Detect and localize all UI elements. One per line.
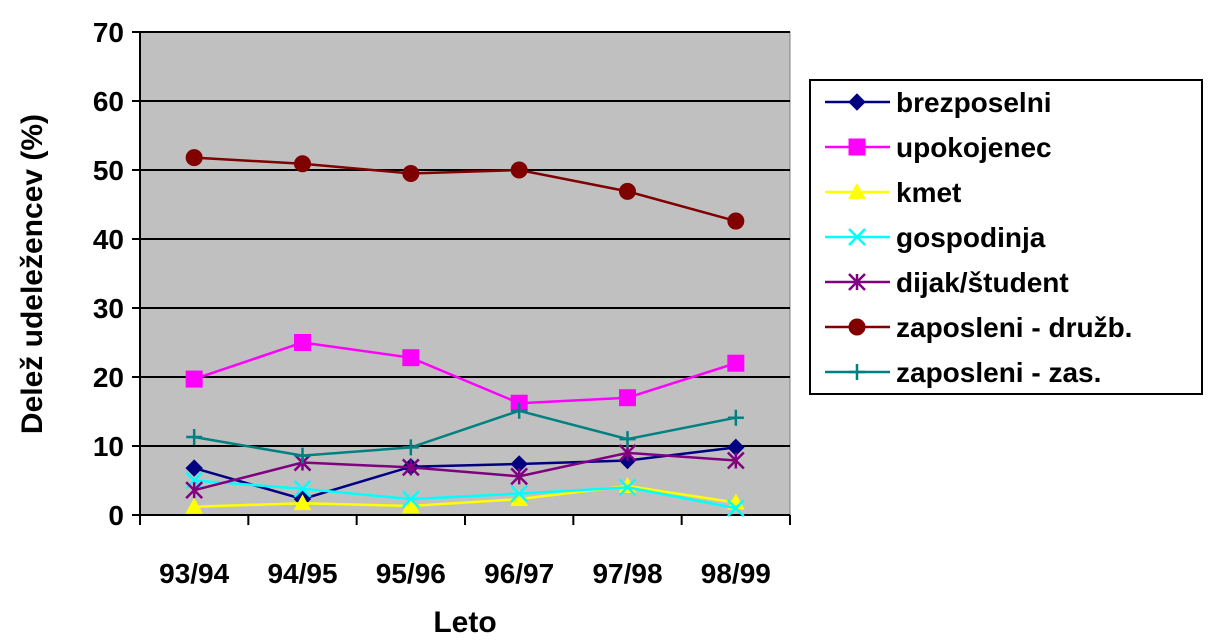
data-point-zaposleni-druzb: [294, 155, 311, 173]
legend-item-brezposelni: brezposelni: [825, 87, 1052, 118]
x-tick-label: 98/99: [701, 558, 771, 589]
y-tick-label: 70: [93, 17, 124, 48]
y-tick-label: 60: [93, 86, 124, 117]
legend-marker: [848, 182, 866, 199]
data-point-dijak-student: [726, 451, 745, 470]
legend-label: dijak/študent: [896, 267, 1069, 298]
series-group: [185, 149, 745, 517]
data-point-kmet: [185, 497, 204, 514]
legend: brezposelni upokojenec kmet gospodinja dijak…: [809, 79, 1203, 395]
series-line-zaposleni-zas: [193, 409, 737, 457]
legend-item-upokojenec: upokojenec: [825, 132, 1052, 163]
y-axis-title: Delež udeležencev (%): [16, 114, 49, 434]
legend-marker: [848, 138, 866, 156]
data-point-brezposelni: [185, 459, 203, 477]
legend-item-dijak-student: dijak/študent: [825, 267, 1069, 298]
legend-marker: [849, 364, 865, 380]
x-tick-labels: 93/94 94/95 95/96 96/97 97/98 98/99: [159, 558, 771, 589]
legend-label: zaposleni - družb.: [896, 312, 1132, 343]
data-point-zaposleni-zas: [619, 431, 636, 448]
series-line-zaposleni-druzb: [194, 156, 737, 223]
x-tick-label: 95/96: [376, 558, 446, 589]
x-tick-label: 96/97: [484, 558, 554, 589]
data-point-dijak-student: [185, 481, 204, 500]
legend-marker: [848, 93, 866, 111]
data-point-dijak-student: [618, 444, 637, 462]
data-point-zaposleni-druzb: [185, 149, 203, 167]
data-point-zaposleni-druzb: [619, 182, 636, 200]
y-tick-label: 30: [93, 293, 124, 324]
series-line-gospodinja: [194, 479, 737, 510]
legend-label: brezposelni: [896, 87, 1052, 118]
legend-label: upokojenec: [896, 132, 1052, 163]
legend-marker: [848, 318, 866, 336]
legend-marker: [848, 228, 866, 246]
legend-item-zaposleni-druzb: zaposleni - družb.: [825, 312, 1132, 343]
data-point-gospodinja: [510, 484, 529, 503]
legend-label: kmet: [896, 177, 961, 208]
data-point-gospodinja: [618, 478, 637, 497]
series-zaposleni-zas: [186, 402, 744, 464]
series-dijak-student: [185, 444, 745, 500]
data-point-upokojenec: [185, 370, 203, 388]
data-point-upokojenec: [727, 354, 745, 372]
series-line-kmet: [194, 484, 737, 508]
x-axis-title: Leto: [433, 606, 496, 639]
data-point-kmet: [401, 497, 420, 513]
data-point-gospodinja: [293, 479, 312, 498]
data-point-kmet: [293, 494, 312, 511]
series-line-brezposelni: [193, 446, 736, 501]
legend-marker: [848, 273, 866, 291]
legend-item-kmet: kmet: [825, 177, 961, 208]
data-point-zaposleni-druzb: [510, 161, 528, 179]
y-tick-label: 0: [108, 500, 124, 531]
gridlines: [140, 31, 790, 447]
legend-label: zaposleni - zas.: [896, 357, 1101, 388]
legend-item-zaposleni-zas: zaposleni - zas.: [825, 357, 1101, 388]
data-point-zaposleni-druzb: [402, 164, 420, 182]
data-point-gospodinja: [401, 490, 420, 509]
data-point-zaposleni-druzb: [727, 212, 745, 230]
data-point-zaposleni-zas: [402, 439, 419, 456]
data-point-upokojenec: [294, 334, 311, 351]
series-line-dijak-student: [193, 451, 736, 492]
legend-label: gospodinja: [896, 222, 1046, 253]
data-point-gospodinja: [726, 499, 745, 517]
x-tick-label: 97/98: [592, 558, 662, 589]
y-tick-labels: 0 10 20 30 40 50 60 70: [93, 17, 124, 531]
plot-area: [139, 31, 791, 516]
axes: [132, 31, 791, 525]
x-tick-label: 93/94: [159, 558, 229, 589]
x-tick-label: 94/95: [267, 558, 337, 589]
series-gospodinja: [185, 471, 745, 517]
data-point-upokojenec: [619, 389, 636, 407]
data-point-upokojenec: [402, 349, 420, 367]
series-zaposleni-druzb: [185, 149, 745, 230]
series-upokojenec: [185, 334, 745, 412]
data-point-dijak-student: [401, 458, 420, 477]
data-point-zaposleni-zas: [186, 429, 203, 446]
y-tick-label: 40: [93, 224, 124, 255]
data-point-zaposleni-zas: [727, 409, 744, 426]
data-point-dijak-student: [510, 467, 529, 486]
series-line-upokojenec: [193, 341, 737, 405]
y-tick-label: 50: [93, 155, 124, 186]
legend-item-gospodinja: gospodinja: [825, 222, 1046, 253]
y-tick-label: 20: [93, 362, 124, 393]
data-point-zaposleni-zas: [294, 447, 311, 464]
y-tick-label: 10: [93, 431, 124, 462]
data-point-zaposleni-zas: [511, 402, 528, 419]
